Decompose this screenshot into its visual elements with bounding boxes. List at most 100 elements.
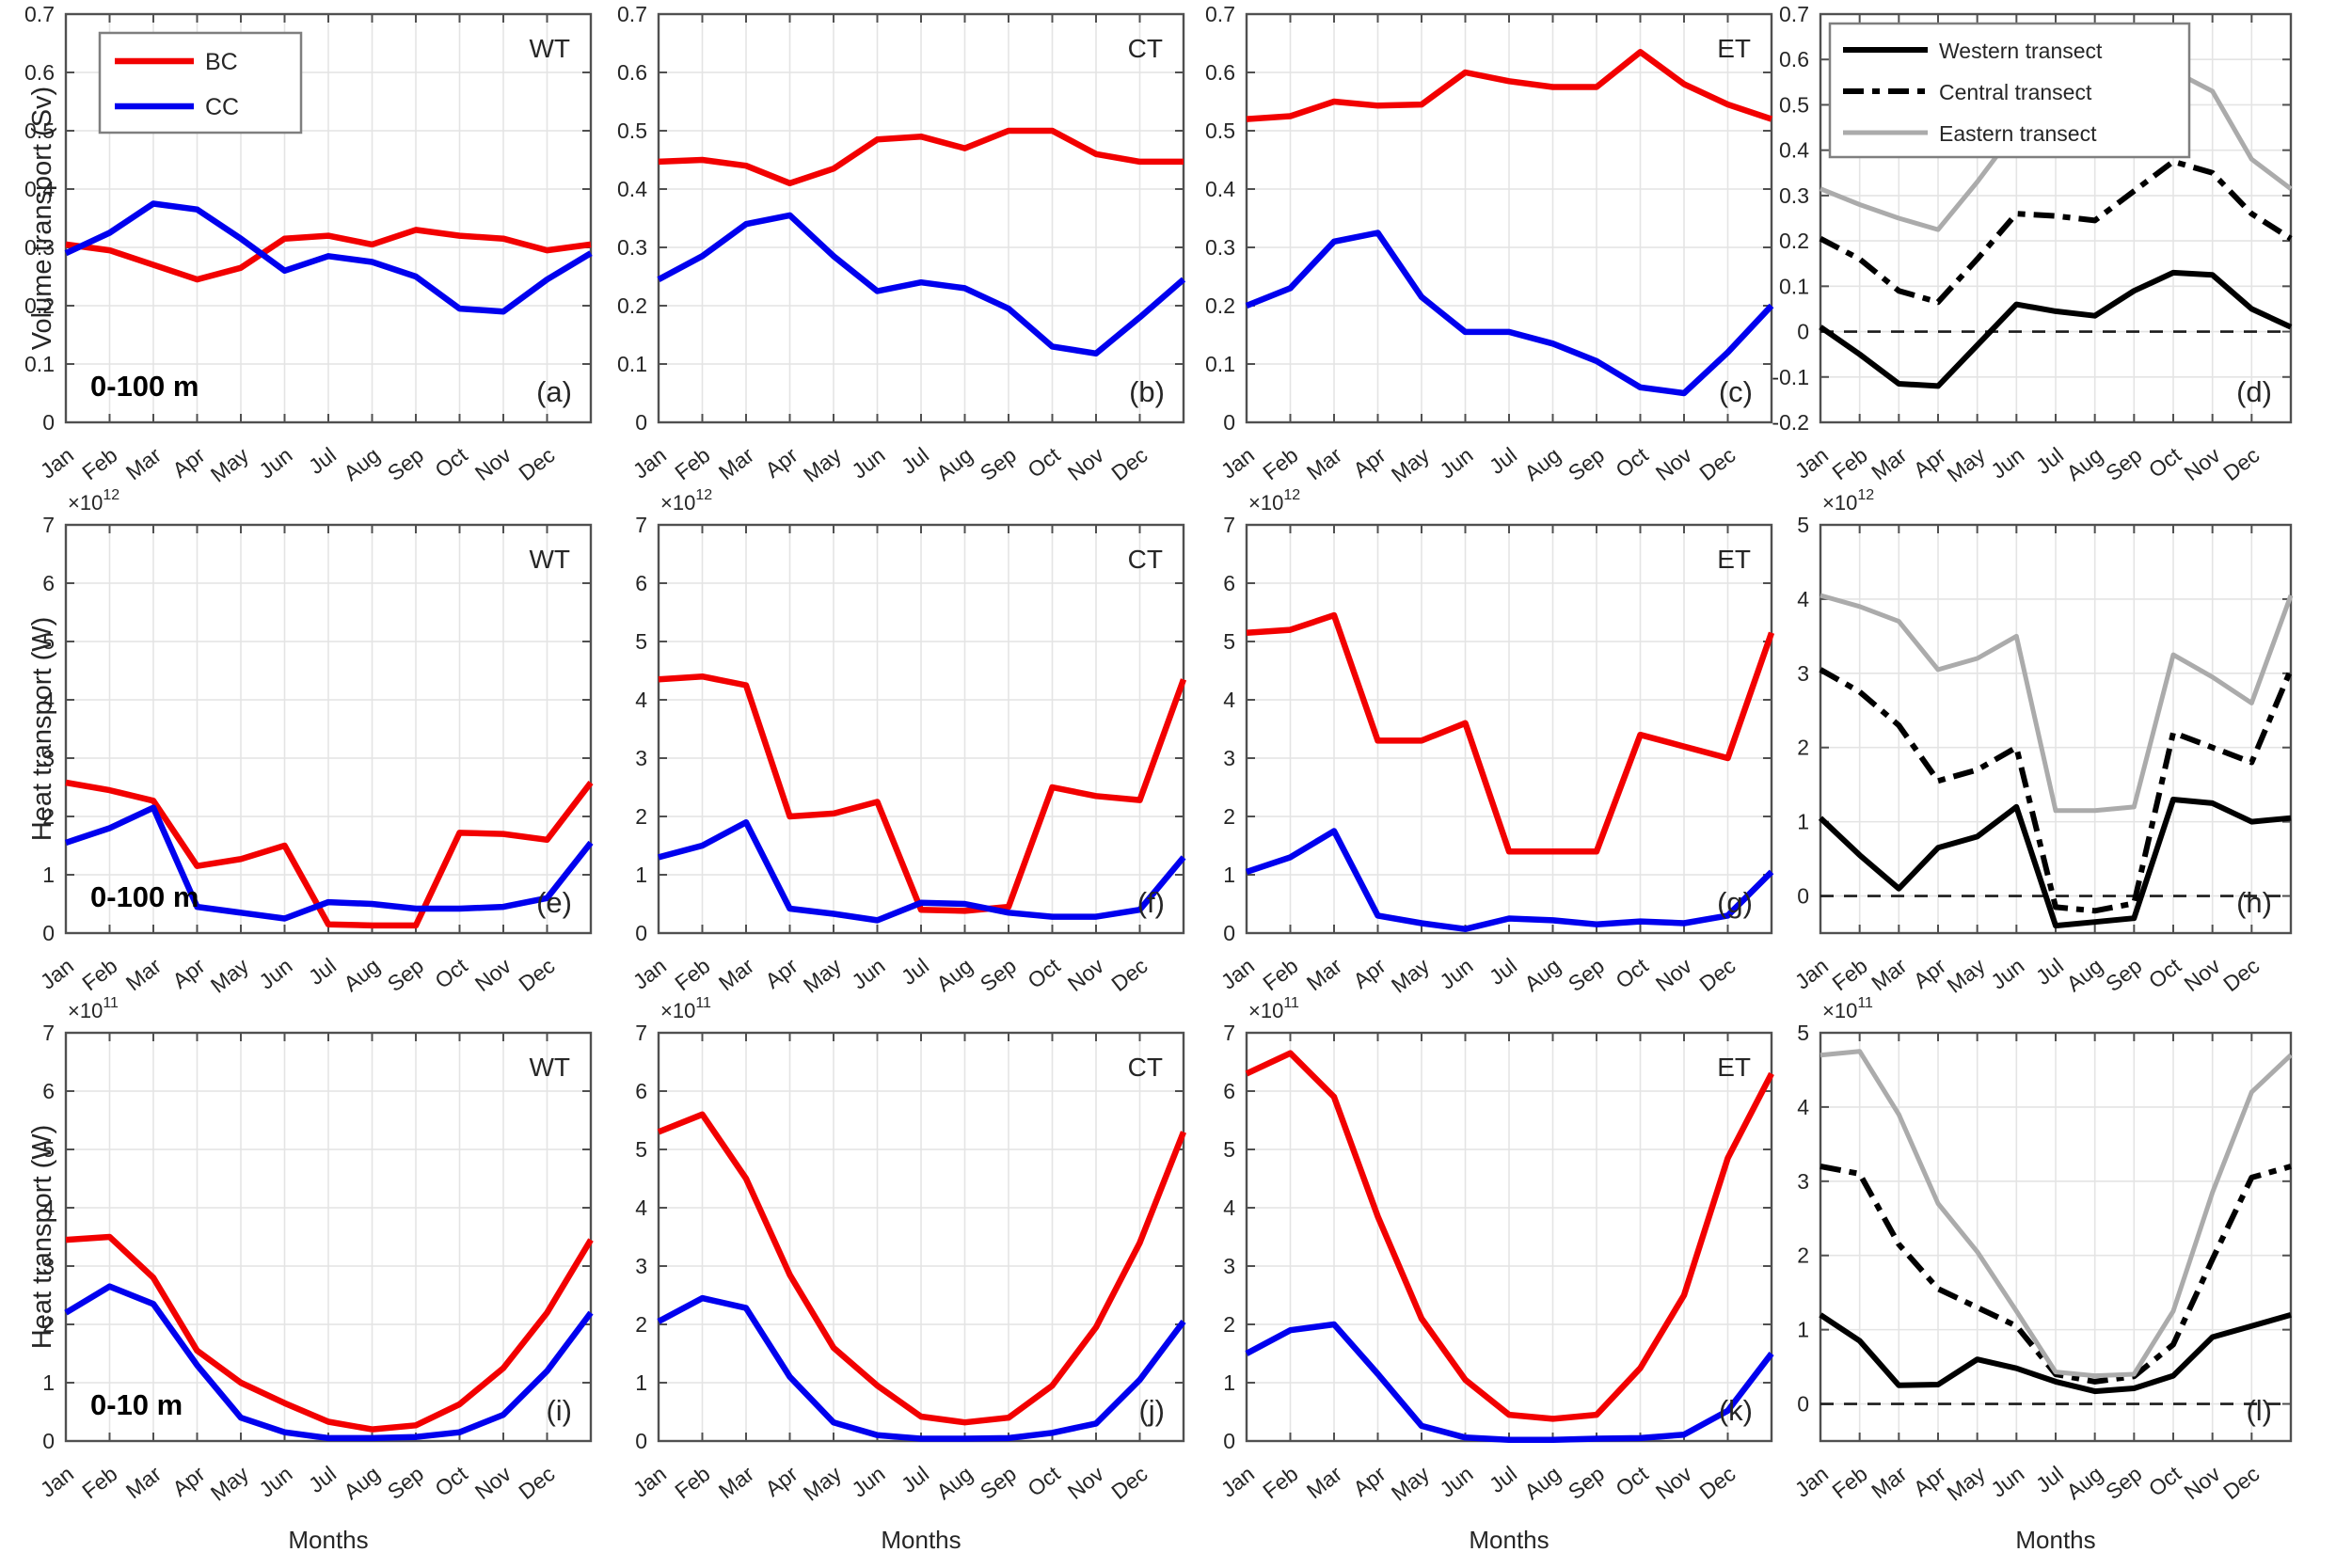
y-tick-label: 0.1 <box>1205 352 1235 376</box>
y-tick-label: 3 <box>635 746 647 770</box>
y-tick-label: 0.2 <box>617 293 647 318</box>
series-bc <box>65 779 594 929</box>
transect-tag: WT <box>529 1053 570 1082</box>
y-tick-label: 0 <box>1797 884 1809 909</box>
legend-label: Western transect <box>1939 39 2103 63</box>
y-tick-label: 4 <box>635 688 647 712</box>
y-tick-label: 4 <box>635 1196 647 1220</box>
panel-letter: (h) <box>2236 886 2272 919</box>
series-eastern-transect <box>1820 593 2294 814</box>
transect-tag: WT <box>529 34 570 63</box>
y-tick-label: 7 <box>635 1021 647 1045</box>
depth-label: 0-100 m <box>90 880 199 913</box>
y-tick-label: 2 <box>42 804 55 829</box>
y-tick-label: 2 <box>1797 736 1809 760</box>
panel-c: 0.7 0.6 0.5 0.4 0.3 0.2 0.1 0 Jan Feb Mar Apr May Jun… <box>1171 0 1790 568</box>
x-tick-label: Oct <box>2144 1461 2186 1501</box>
x-tick-label: Sep <box>383 1461 428 1504</box>
legend-label: Central transect <box>1939 80 2092 104</box>
y-tick-label: 1 <box>1797 1318 1809 1342</box>
series-central-transect <box>1819 667 2294 914</box>
x-tick-label: Dec <box>2218 1461 2264 1504</box>
y-tick-label: 3 <box>42 1254 55 1278</box>
y-tick-label: 0 <box>635 410 647 435</box>
x-tick-label: Apr <box>167 1461 209 1501</box>
series-central-transect <box>1819 158 2293 306</box>
y-tick-label: 6 <box>42 571 55 595</box>
x-tick-label: Mar <box>121 1461 166 1503</box>
panel-d-chart: 0.70.60.50.40.30.20.10-0.1-0.2JanFebMarA… <box>1772 2 2293 487</box>
x-tick-label: Jan <box>36 1461 78 1501</box>
x-tick-label: Apr <box>1909 1461 1950 1501</box>
panel-letter: (g) <box>1717 886 1753 919</box>
y-tick-label: 6 <box>635 571 647 595</box>
axis-exponent: ×1011 <box>1248 995 1299 1022</box>
y-tick-label: 1 <box>42 863 55 887</box>
panel-k: 7 6 5 4 3 2 1 0 Jan Feb Mar Apr May Jun Jul Aug Sep Oct No… <box>1171 981 1790 1568</box>
axis-exponent: ×1011 <box>68 995 119 1022</box>
y-tick-label: 6 <box>635 1079 647 1103</box>
y-tick-label: 0.3 <box>1779 183 1809 208</box>
y-tick-label: 4 <box>1223 1196 1235 1220</box>
y-tick-label: 0 <box>1797 1392 1809 1417</box>
x-tick-label: Feb <box>1828 1461 1872 1503</box>
y-tick-label: 0.5 <box>24 119 55 143</box>
x-tick-label: Aug <box>931 1461 977 1504</box>
series-bc <box>1246 49 1773 122</box>
y-tick-label: 0 <box>1797 320 1809 344</box>
panel-g: 7 6 5 4 3 2 1 0 Jan Feb Mar Apr May Jun Jul Aug Sep Oct No… <box>1171 473 1790 1079</box>
series-western-transect <box>1819 269 2293 389</box>
x-tick-label: Jan <box>1216 1461 1259 1501</box>
y-tick-label: 4 <box>1797 587 1809 611</box>
series-bc <box>658 673 1187 914</box>
axis-exponent: ×1012 <box>68 487 119 515</box>
y-tick-label: 0.1 <box>1779 274 1809 298</box>
panel-letter: (c) <box>1719 375 1753 408</box>
y-tick-label: 0 <box>42 921 55 945</box>
series-bc <box>657 1111 1187 1426</box>
series-bc <box>65 1233 594 1433</box>
x-tick-label: May <box>1387 1461 1435 1506</box>
panel-f: 7 6 5 4 3 2 1 0 Jan Feb Mar Apr May Jun Jul Aug Sep Oct No… <box>583 473 1202 1079</box>
axis-exponent: ×1012 <box>1248 487 1300 515</box>
y-tick-label: 0.5 <box>1779 92 1809 117</box>
transect-tag: CT <box>1128 34 1163 63</box>
panel-letter: (j) <box>1138 1394 1165 1427</box>
y-tick-label: 4 <box>1797 1095 1809 1119</box>
x-tick-label: Nov <box>470 1461 516 1504</box>
xlabel-months-col4: Months <box>2015 1526 2096 1554</box>
x-tick-label: Feb <box>1258 1461 1302 1503</box>
series-bc <box>1245 1050 1774 1422</box>
series-cc <box>1245 230 1774 397</box>
y-tick-label: 0.7 <box>617 2 647 26</box>
y-tick-label: 7 <box>1223 1021 1235 1045</box>
y-tick-label: 0.1 <box>24 352 55 376</box>
y-tick-label: 3 <box>1223 1254 1235 1278</box>
y-tick-label: 0.7 <box>1205 2 1235 26</box>
y-tick-label: 0 <box>635 1429 647 1453</box>
y-tick-label: 0.4 <box>617 177 647 201</box>
axis-exponent: ×1011 <box>660 995 711 1022</box>
y-tick-label: 3 <box>1797 1169 1809 1194</box>
x-tick-label: May <box>799 1461 847 1506</box>
y-tick-label: 3 <box>1797 661 1809 686</box>
y-tick-label: 7 <box>42 1021 55 1045</box>
panel-j: 7 6 5 4 3 2 1 0 Jan Feb Mar Apr May Jun Jul Aug Sep Oct No… <box>583 981 1202 1568</box>
panel-letter: (e) <box>536 886 572 919</box>
series-western-transect <box>1819 1312 2292 1395</box>
y-tick-label: 0.3 <box>24 235 55 260</box>
x-tick-label: Jul <box>897 1461 933 1497</box>
y-tick-label: 5 <box>1223 629 1235 654</box>
y-tick-label: 0 <box>42 1429 55 1453</box>
y-tick-label: 7 <box>1223 513 1235 537</box>
series-cc <box>64 200 593 315</box>
y-tick-label: 0.6 <box>24 60 55 85</box>
panel-l: 5 4 3 2 1 0 Jan Feb Mar Apr May Jun Jul Aug Sep Oct Nov D… <box>1745 981 2310 1568</box>
y-tick-label: 0.6 <box>1205 60 1235 85</box>
